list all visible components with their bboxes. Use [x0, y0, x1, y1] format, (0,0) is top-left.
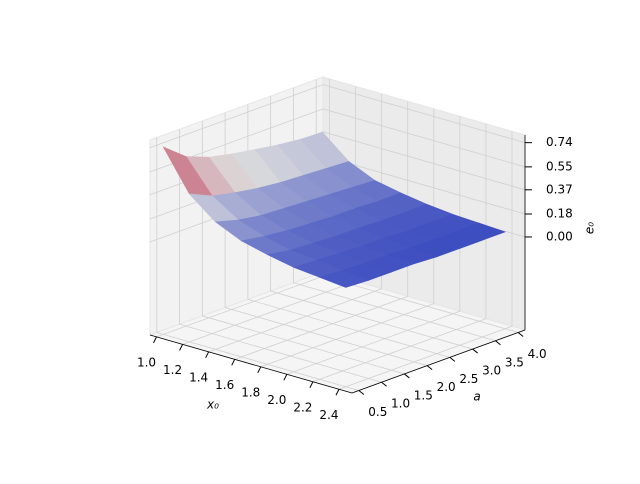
grid-line	[234, 295, 408, 360]
grid-line	[322, 108, 526, 168]
y-tick	[358, 390, 365, 395]
x-axis-line	[149, 334, 353, 394]
y-tick-label: 3.0	[482, 364, 501, 378]
y-tick	[404, 373, 410, 379]
y-tick	[381, 381, 387, 387]
z-tick-label: 0.00	[546, 229, 573, 243]
y-tick-label: 3.5	[505, 355, 524, 369]
x-tick-label: 2.0	[267, 393, 286, 407]
x-tick	[153, 336, 157, 344]
z-tick-label: 0.74	[546, 135, 573, 149]
grid-line	[322, 84, 526, 144]
x-tick	[283, 374, 288, 381]
grid-line	[247, 298, 450, 358]
z-tick-label: 0.37	[546, 182, 573, 196]
grid-line	[260, 303, 434, 368]
z-tick-label: 0.18	[546, 207, 573, 221]
x-tick	[231, 359, 236, 366]
x-tick	[257, 366, 262, 374]
grid-line	[225, 307, 428, 367]
grid-line	[179, 323, 382, 383]
y-axis-line	[351, 329, 526, 394]
x-tick	[309, 381, 314, 388]
x-tick-label: 1.6	[215, 378, 234, 392]
x-axis-label: x₀	[206, 398, 219, 412]
y-tick	[472, 348, 478, 354]
y-tick-label: 0.5	[368, 405, 387, 419]
grid-line	[270, 290, 473, 350]
x-tick-label: 1.2	[163, 363, 182, 377]
y-tick-label: 2.5	[459, 372, 478, 386]
y-tick	[426, 365, 433, 371]
x-tick	[335, 389, 340, 396]
grid-line	[149, 84, 324, 149]
y-tick-label: 1.5	[414, 388, 433, 402]
grid-line	[208, 288, 382, 353]
z-axis-label: e₀	[583, 222, 597, 234]
grid-line	[322, 131, 526, 191]
x-tick-label: 2.4	[319, 408, 338, 422]
y-tick	[517, 332, 524, 337]
grid-line	[293, 282, 496, 342]
grid-line	[312, 318, 487, 383]
x-tick-label: 1.4	[189, 370, 208, 384]
grid-line	[202, 315, 405, 375]
x-tick	[205, 351, 210, 359]
x-tick-label: 1.0	[137, 355, 156, 369]
x-tick-label: 1.8	[241, 385, 260, 399]
y-tick	[449, 356, 456, 362]
y-axis-label: a	[473, 390, 480, 404]
z-tick-label: 0.55	[546, 159, 573, 173]
y-tick-label: 4.0	[528, 347, 547, 361]
x-tick-label: 2.2	[293, 400, 312, 414]
grid-line	[322, 155, 526, 215]
surface-patch	[318, 269, 370, 288]
x-tick	[179, 344, 184, 351]
y-tick-label: 1.0	[391, 397, 410, 411]
y-tick	[495, 340, 501, 346]
grid-line	[156, 273, 330, 338]
grid-line	[156, 332, 359, 391]
grid-line	[286, 310, 460, 375]
grid-line	[338, 325, 513, 390]
y-tick-label: 2.0	[437, 380, 456, 394]
grid-line	[182, 280, 356, 345]
